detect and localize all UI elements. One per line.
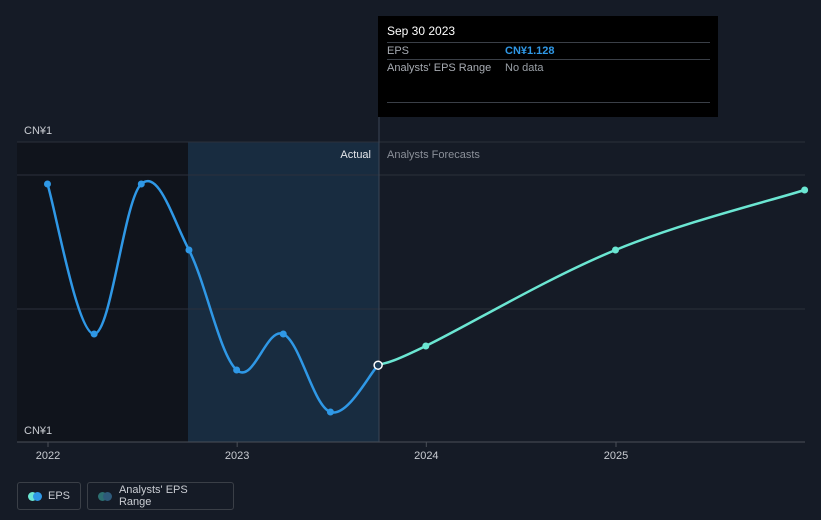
legend-range-label: Analysts' EPS Range	[118, 484, 188, 508]
forecast-label: Analysts Forecasts	[387, 149, 480, 161]
x-tick-label: 2024	[414, 450, 438, 462]
tooltip: Sep 30 2023 EPS CN¥1.128 Analysts' EPS R…	[378, 16, 718, 117]
eps-data-point[interactable]	[233, 366, 241, 374]
tooltip-eps-label: EPS	[387, 45, 410, 57]
eps-data-point[interactable]	[185, 246, 193, 254]
range-legend-icon	[98, 491, 112, 501]
y-axis-label-top: CN¥1	[24, 125, 52, 137]
tooltip-row-eps: EPS CN¥1.128	[387, 42, 710, 59]
eps-data-point[interactable]	[611, 246, 619, 254]
tooltip-range-label: Analysts' EPS Range	[387, 62, 492, 74]
x-tick-label: 2025	[604, 450, 628, 462]
legend-eps[interactable]: EPS	[17, 482, 81, 510]
tooltip-row-range: Analysts' EPS Range No data	[387, 59, 710, 76]
eps-data-point[interactable]	[422, 342, 430, 350]
x-axis-ticks: 2022 2023 2024 2025	[36, 442, 628, 462]
eps-data-point[interactable]	[326, 408, 334, 416]
forecast-points	[422, 186, 809, 350]
eps-data-point[interactable]	[279, 330, 287, 338]
eps-points	[43, 180, 383, 416]
actual-label: Actual	[340, 149, 371, 161]
tooltip-divider	[387, 102, 710, 103]
y-axis-label-bottom: CN¥1	[24, 425, 52, 437]
x-tick-label: 2022	[36, 450, 60, 462]
legend-eps-label: EPS	[47, 490, 70, 502]
forecast-series-line	[377, 188, 806, 367]
legend-eps-range[interactable]: Analysts' EPS Range	[87, 482, 234, 510]
eps-data-point[interactable]	[90, 330, 98, 338]
past-shade	[17, 142, 188, 442]
eps-legend-icon	[28, 491, 42, 501]
eps-data-point[interactable]	[137, 180, 145, 188]
tooltip-date: Sep 30 2023	[387, 24, 456, 38]
eps-data-point[interactable]	[43, 180, 51, 188]
tooltip-range-value: No data	[505, 62, 544, 74]
x-tick-label: 2023	[225, 450, 249, 462]
eps-data-point[interactable]	[801, 186, 809, 194]
eps-highlighted-point[interactable]	[373, 360, 383, 370]
tooltip-eps-value: CN¥1.128	[505, 45, 555, 57]
highlight-band	[188, 142, 379, 442]
